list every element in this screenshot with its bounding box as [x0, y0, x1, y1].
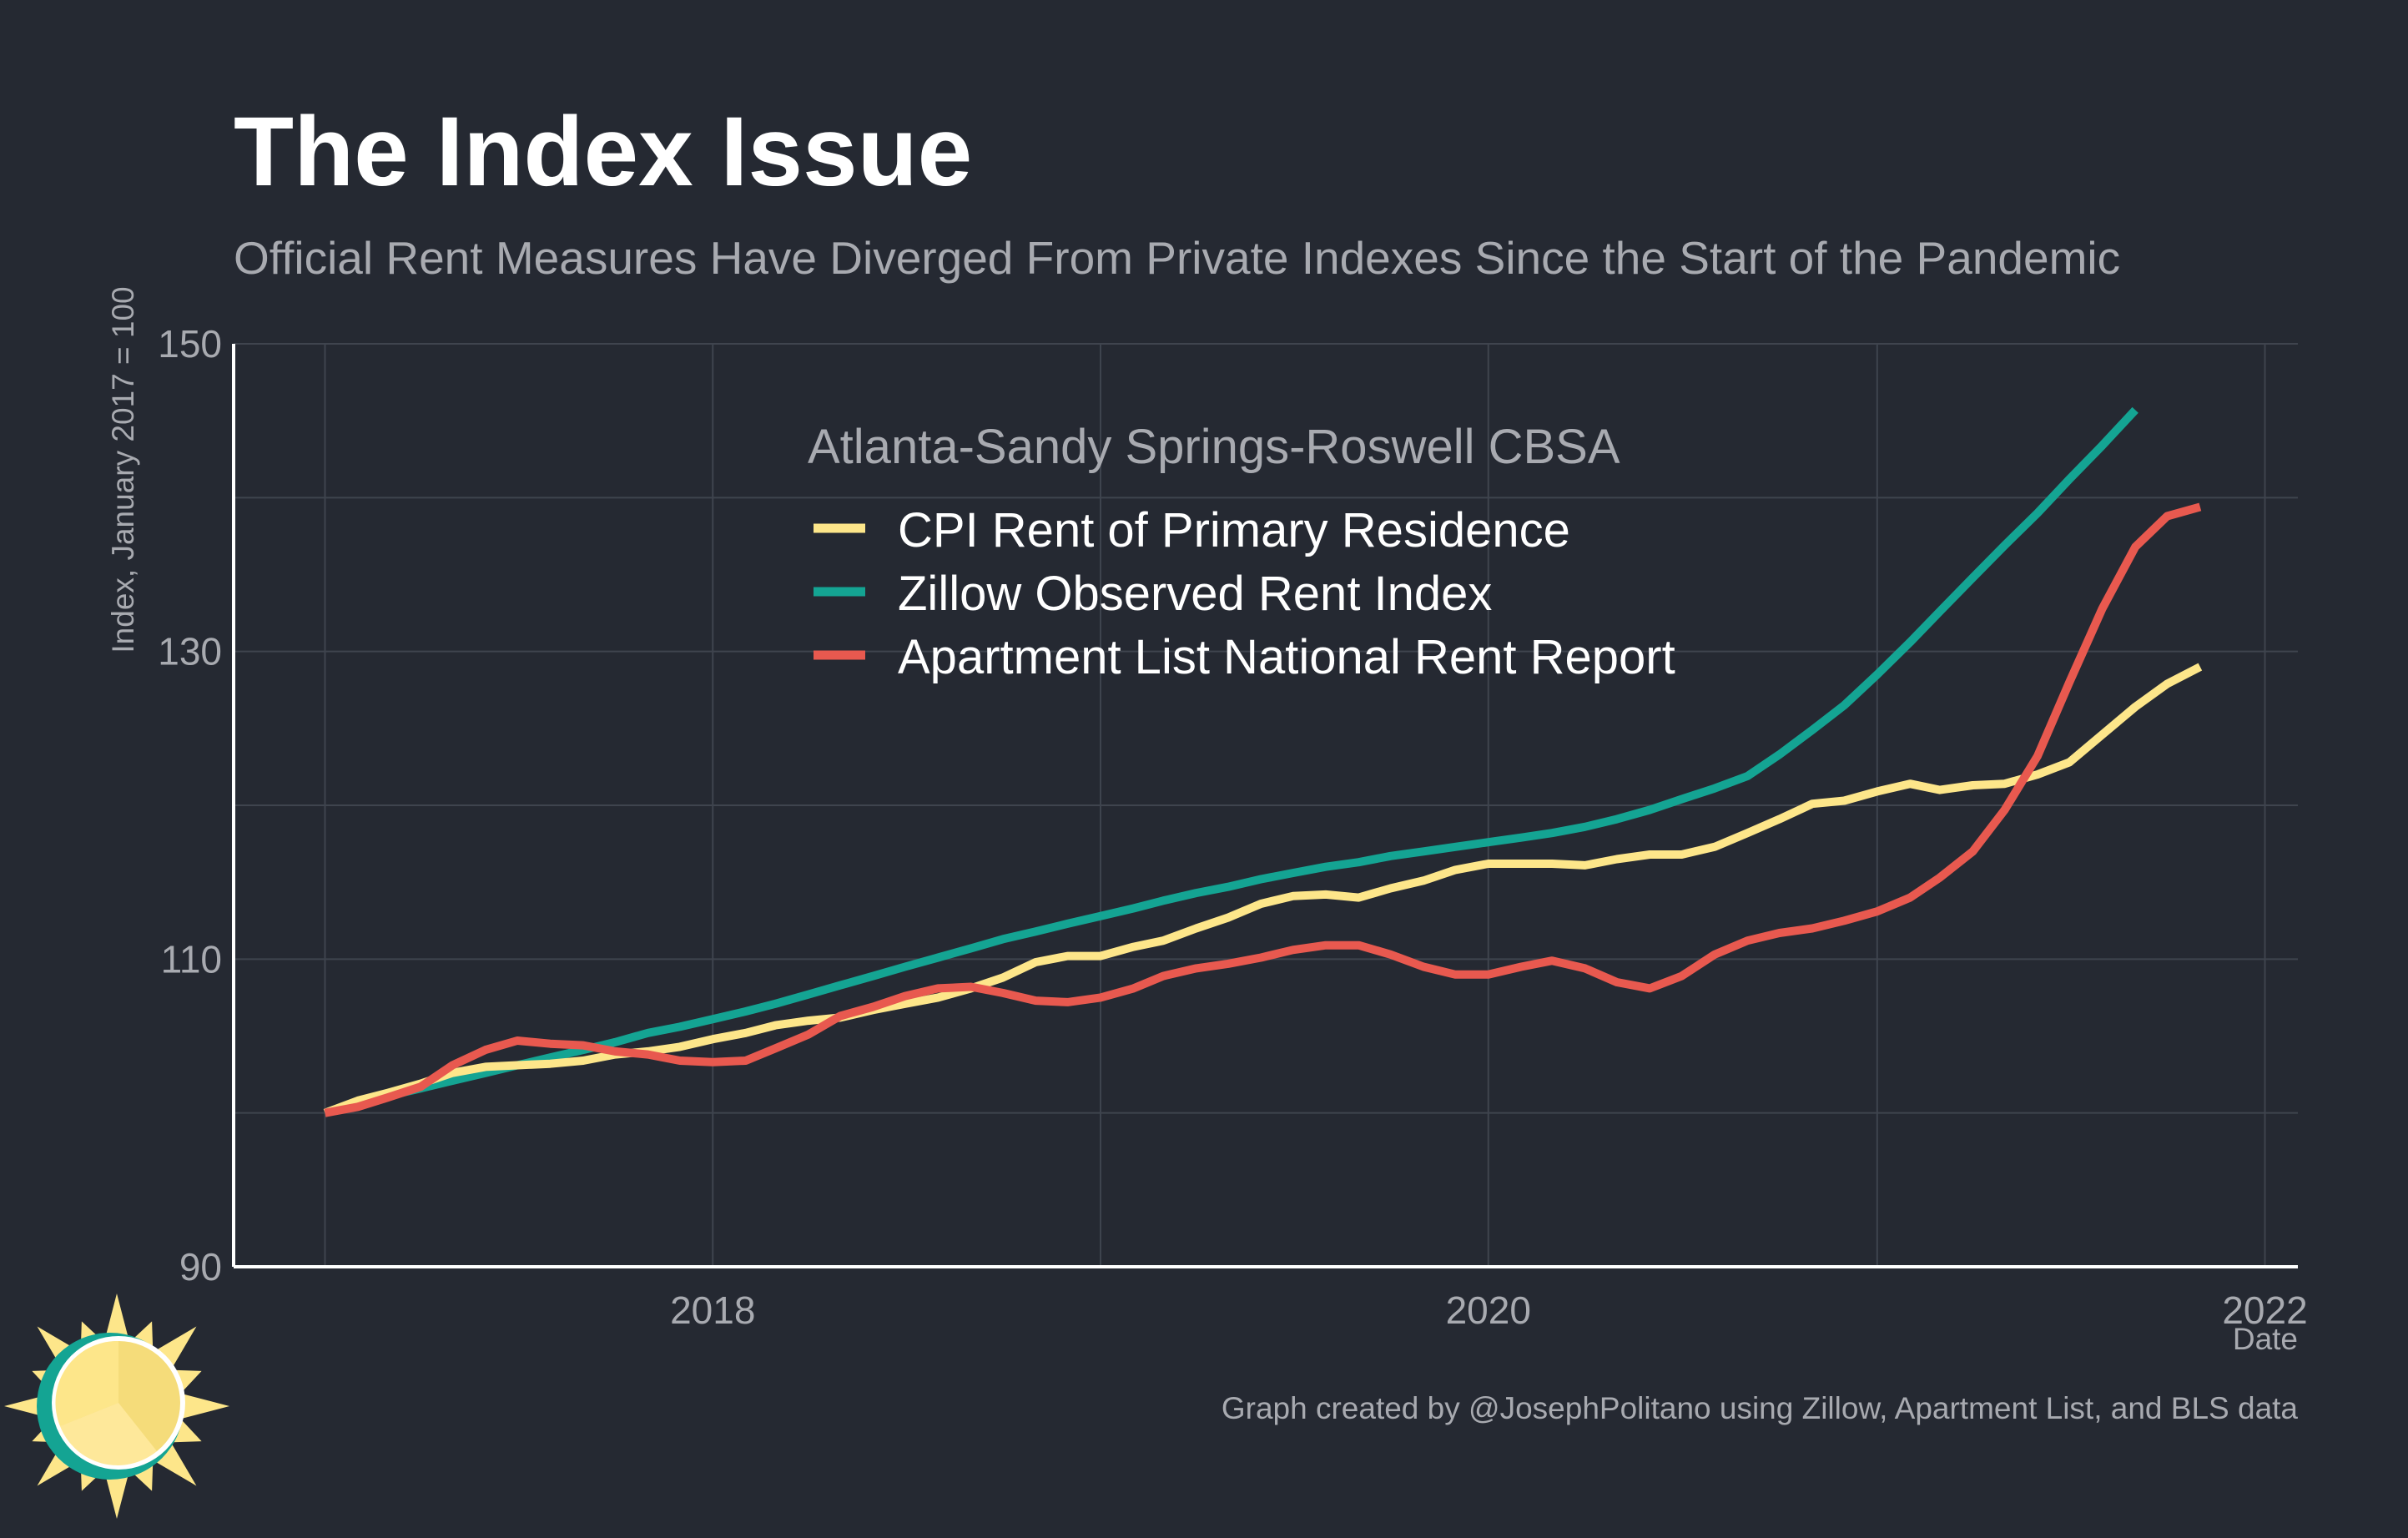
x-tick-label: 2018 — [670, 1288, 755, 1332]
y-tick-label: 130 — [158, 630, 222, 673]
x-axis-label: Date — [2233, 1322, 2298, 1356]
y-tick-label: 150 — [158, 322, 222, 366]
caption: Graph created by @JosephPolitano using Z… — [1222, 1391, 2299, 1425]
x-tick-label: 2022 — [2222, 1288, 2307, 1332]
chart-subtitle: Official Rent Measures Have Diverged Fro… — [234, 232, 2120, 284]
legend-item-cpi: CPI Rent of Primary Residence — [898, 503, 1570, 557]
axes — [232, 344, 2298, 1268]
legend-item-apartment: Apartment List National Rent Report — [898, 630, 1675, 684]
x-tick-label: 2020 — [1446, 1288, 1531, 1332]
y-tick-label: 110 — [161, 937, 222, 981]
sun-segment — [60, 1403, 157, 1465]
series-line-zillow — [324, 406, 2138, 1117]
series-lines — [323, 406, 2203, 1117]
y-tick-label: 90 — [179, 1245, 222, 1288]
sun-ray — [103, 1470, 130, 1519]
tick-labels: 90 110 130 150 2018 2020 2022 — [158, 322, 2307, 1332]
sun-segment — [55, 1340, 118, 1426]
sun-ray — [103, 1293, 130, 1343]
legend: Atlanta-Sandy Springs-Roswell CBSA CPI R… — [808, 420, 1675, 684]
sun-icon — [4, 1293, 229, 1519]
y-axis-label: Index, January 2017 = 100 — [106, 286, 140, 653]
series-line-apartment — [324, 502, 2202, 1117]
legend-title: Atlanta-Sandy Springs-Roswell CBSA — [808, 420, 1620, 474]
chart-title: The Index Issue — [234, 97, 972, 207]
legend-item-zillow: Zillow Observed Rent Index — [898, 567, 1492, 621]
sun-ray — [180, 1393, 229, 1419]
